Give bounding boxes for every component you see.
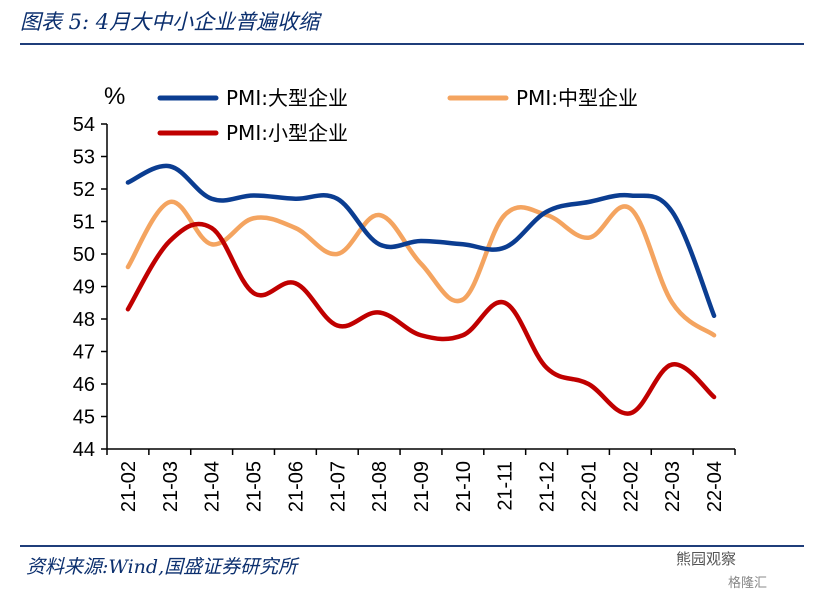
x-tick-label: 21-10 xyxy=(453,461,475,512)
y-tick-label: 47 xyxy=(73,342,95,364)
title-divider xyxy=(20,43,804,45)
source-note: 资料来源:Wind,国盛证券研究所 xyxy=(26,556,298,578)
y-unit-label: % xyxy=(104,83,125,110)
y-tick-label: 45 xyxy=(73,407,95,429)
x-tick-label: 21-05 xyxy=(244,461,266,512)
y-tick-label: 52 xyxy=(73,179,95,201)
y-tick-label: 51 xyxy=(73,212,95,234)
x-tick-label: 22-02 xyxy=(620,461,642,512)
legend-label: PMI:小型企业 xyxy=(226,121,348,145)
series-lines xyxy=(125,163,717,416)
y-tick-label: 46 xyxy=(73,374,95,396)
footer-divider xyxy=(20,545,804,547)
y-tick-label: 44 xyxy=(73,439,95,461)
y-tick-label: 54 xyxy=(73,114,95,136)
legend-label: PMI:大型企业 xyxy=(226,86,348,110)
x-tick-label: 22-03 xyxy=(662,461,684,512)
x-tick-label: 21-03 xyxy=(160,461,182,512)
x-tick-label: 21-04 xyxy=(202,461,224,512)
x-tick-label: 21-11 xyxy=(495,461,517,511)
x-tick-label: 21-12 xyxy=(537,461,559,512)
x-tick-label: 22-01 xyxy=(578,461,600,512)
chart-title: 图表 5: 4月大中小企业普遍收缩 xyxy=(20,10,320,34)
y-tick-label: 49 xyxy=(73,277,95,299)
x-tick-label: 22-04 xyxy=(704,461,726,512)
series-line-large xyxy=(125,163,717,318)
y-tick-label: 50 xyxy=(73,244,95,266)
y-tick-label: 48 xyxy=(73,309,95,331)
series-line-medium xyxy=(125,199,717,338)
axes: 44 45 46 47 48 49 50 51 52 53 54 21-02 21-03 21-04 21-… xyxy=(73,114,736,512)
series-line-small xyxy=(125,221,717,416)
x-tick-label: 21-06 xyxy=(285,461,307,512)
x-tick-label: 21-08 xyxy=(369,461,391,512)
y-tick-label: 53 xyxy=(73,147,95,169)
legend-label: PMI:中型企业 xyxy=(516,86,638,110)
watermark-subtext: 格隆汇 xyxy=(728,576,768,591)
x-tick-label: 21-02 xyxy=(118,461,140,512)
watermark-logo: 熊园观察 xyxy=(676,550,737,568)
x-tick-label: 21-09 xyxy=(411,461,433,512)
legend: PMI:大型企业 PMI:中型企业 PMI:小型企业 xyxy=(157,86,638,145)
x-tick-label: 21-07 xyxy=(327,461,349,512)
